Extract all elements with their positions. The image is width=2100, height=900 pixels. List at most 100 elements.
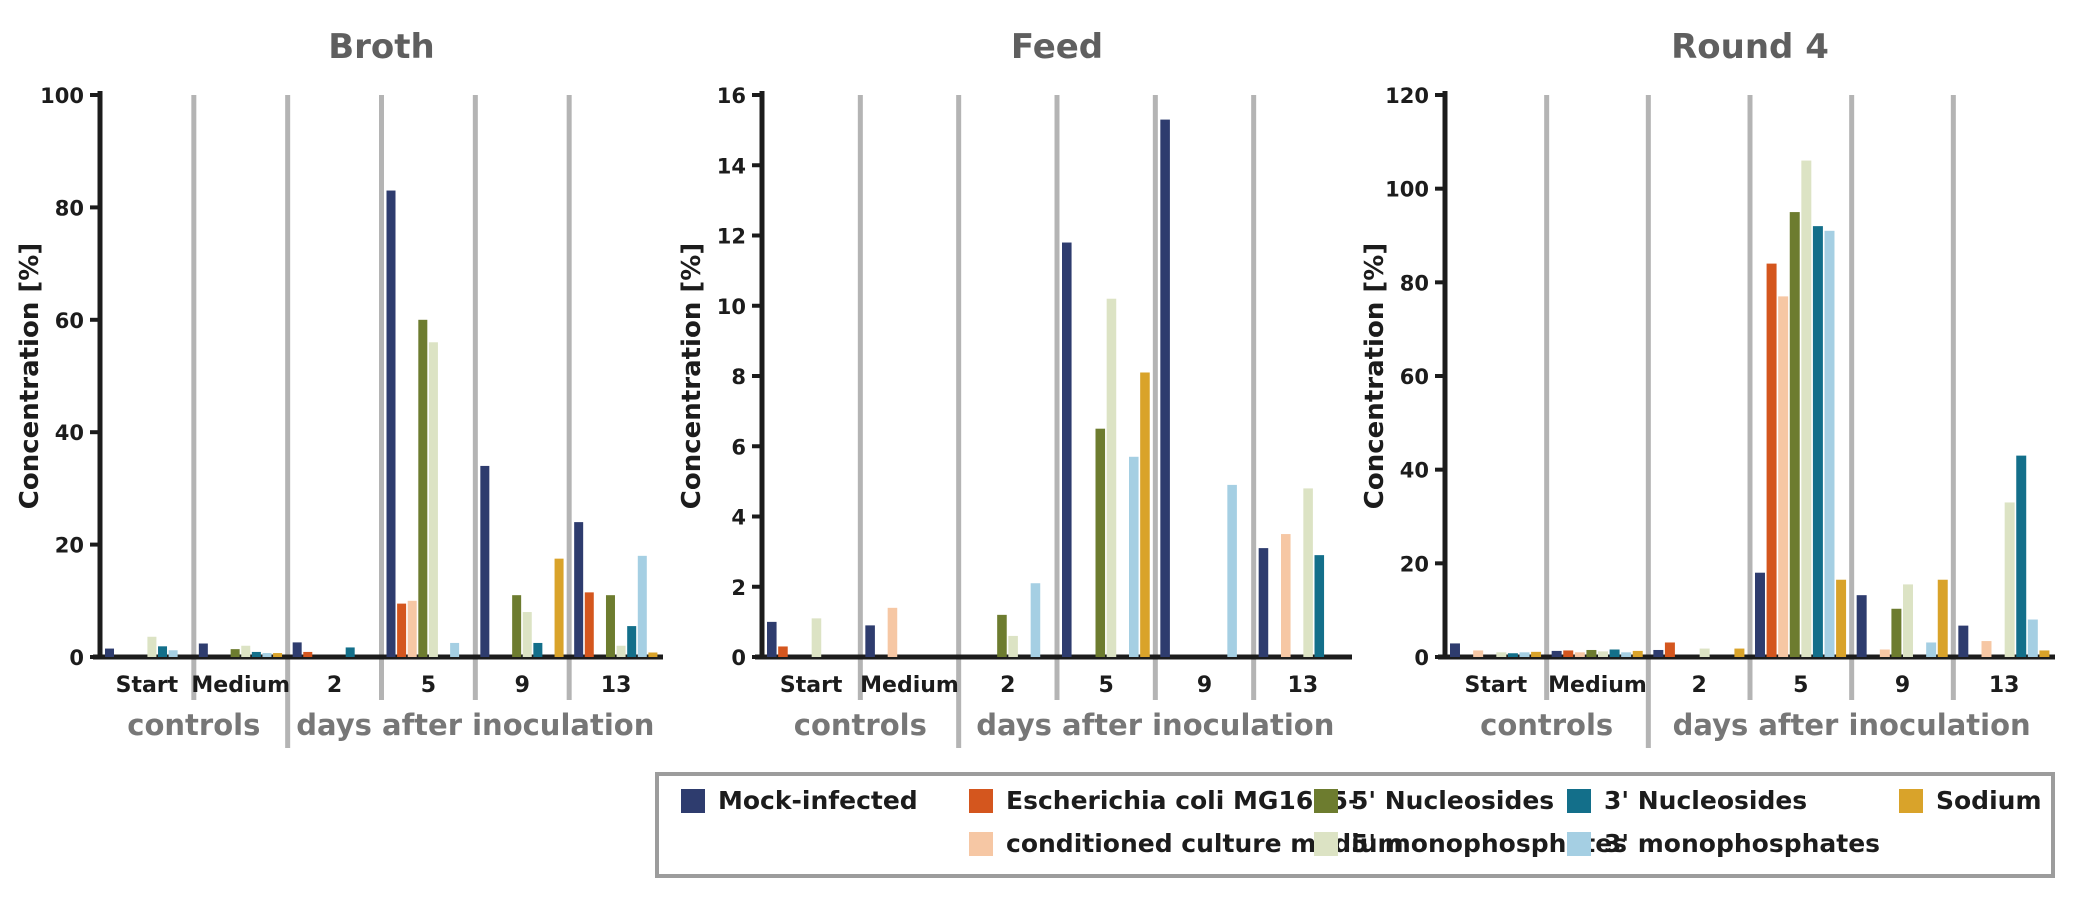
y-tick-label: 100 bbox=[1385, 178, 1429, 202]
category-label: 13 bbox=[1989, 673, 2020, 698]
bar bbox=[1609, 649, 1620, 657]
bar bbox=[1699, 648, 1710, 657]
bar bbox=[1303, 488, 1313, 657]
bar bbox=[198, 643, 208, 657]
category-label: 5 bbox=[1793, 673, 1808, 698]
bar bbox=[1281, 534, 1291, 657]
category-group-label: days after inoculation bbox=[296, 708, 654, 742]
y-tick-label: 60 bbox=[55, 309, 84, 333]
chart-panel: Broth Concentration [%] 0 20 40 60 80 100 Start M… bbox=[15, 27, 663, 748]
category-label: 5 bbox=[1099, 673, 1114, 698]
y-axis-label: Concentration [%] bbox=[677, 243, 707, 509]
bar bbox=[1664, 642, 1675, 657]
bar bbox=[1856, 595, 1867, 657]
legend-label: 3' Nucleosides bbox=[1604, 786, 1808, 815]
bar bbox=[1008, 635, 1018, 657]
bar bbox=[1981, 641, 1992, 657]
bar bbox=[1789, 212, 1800, 658]
category-label: Medium bbox=[1548, 673, 1647, 698]
bar bbox=[1563, 650, 1574, 657]
bar bbox=[168, 650, 178, 657]
bar bbox=[1621, 652, 1632, 657]
legend: Mock-infected Escherichia coli MG1655- con… bbox=[655, 772, 2055, 878]
y-tick-label: 0 bbox=[1414, 646, 1429, 670]
y-tick-label: 0 bbox=[69, 646, 84, 670]
y-axis-label: Concentration [%] bbox=[1360, 243, 1390, 509]
bar bbox=[1812, 226, 1823, 657]
y-tick-label: 14 bbox=[717, 154, 746, 178]
bar bbox=[1598, 651, 1608, 657]
legend-item: Escherichia coli MG1655- bbox=[969, 788, 1358, 813]
bar bbox=[1258, 548, 1269, 657]
bar bbox=[1574, 652, 1585, 657]
bar bbox=[1314, 555, 1325, 657]
y-tick-label: 2 bbox=[731, 576, 746, 600]
legend-label: Mock-infected bbox=[718, 786, 918, 815]
category-label: 9 bbox=[1197, 673, 1212, 698]
bar bbox=[292, 642, 302, 657]
bar bbox=[1473, 650, 1484, 657]
legend-item: 3' Nucleosides bbox=[1567, 788, 1807, 813]
legend-label: Escherichia coli MG1655- bbox=[1006, 786, 1359, 815]
y-tick-label: 20 bbox=[55, 534, 84, 558]
bar bbox=[1129, 456, 1139, 657]
bar bbox=[2016, 455, 2027, 657]
category-label: Medium bbox=[191, 673, 290, 698]
category-group-label: days after inoculation bbox=[976, 708, 1334, 742]
chart-panel: Feed Concentration [%] 0 2 4 6 8 10 12 14 16 Start M… bbox=[677, 27, 1352, 748]
bar bbox=[386, 190, 396, 658]
bar bbox=[1496, 652, 1507, 657]
bar bbox=[1836, 579, 1847, 657]
bar bbox=[480, 465, 490, 657]
y-tick-label: 12 bbox=[717, 225, 746, 249]
bar bbox=[1507, 653, 1518, 657]
bar bbox=[1519, 652, 1530, 657]
y-tick-label: 20 bbox=[1400, 552, 1429, 576]
bar bbox=[778, 646, 788, 657]
legend-swatch bbox=[681, 788, 705, 813]
bar bbox=[584, 592, 594, 657]
category-label: 13 bbox=[601, 673, 632, 698]
panel-title: Broth bbox=[328, 27, 435, 67]
bar bbox=[1140, 372, 1150, 657]
panel-title: Round 4 bbox=[1671, 27, 1829, 67]
y-tick-label: 120 bbox=[1385, 84, 1429, 108]
bar bbox=[105, 648, 115, 657]
legend-swatch bbox=[969, 788, 993, 813]
bar bbox=[251, 651, 261, 657]
bar bbox=[397, 603, 407, 657]
legend-swatch bbox=[1899, 788, 1923, 813]
category-label: 2 bbox=[1692, 673, 1707, 698]
bar bbox=[1030, 583, 1041, 657]
bar bbox=[1586, 649, 1597, 657]
bar bbox=[1879, 649, 1890, 657]
bar bbox=[522, 612, 532, 657]
y-tick-label: 4 bbox=[731, 506, 746, 530]
bar bbox=[230, 649, 240, 657]
category-label: 5 bbox=[421, 673, 436, 698]
bar bbox=[303, 651, 313, 657]
category-group-label: controls bbox=[794, 708, 927, 742]
y-tick-label: 8 bbox=[731, 365, 746, 389]
category-label: Start bbox=[1465, 673, 1528, 698]
bar bbox=[1891, 608, 1902, 657]
bar bbox=[1095, 428, 1106, 657]
y-tick-label: 10 bbox=[717, 295, 746, 319]
bar bbox=[1653, 649, 1664, 657]
bar bbox=[1778, 296, 1789, 657]
legend-swatch bbox=[1314, 788, 1338, 813]
y-tick-label: 40 bbox=[1400, 459, 1429, 483]
legend-swatch bbox=[1567, 788, 1591, 813]
y-tick-label: 80 bbox=[1400, 271, 1429, 295]
legend-item: 3' monophosphates bbox=[1567, 831, 1880, 856]
bar bbox=[2004, 502, 2015, 657]
bar bbox=[2027, 619, 2038, 657]
legend-label: Sodium bbox=[1936, 786, 2042, 815]
bar bbox=[1937, 579, 1948, 657]
panel-title: Feed bbox=[1011, 27, 1103, 67]
y-tick-label: 80 bbox=[55, 196, 84, 220]
category-label: 2 bbox=[327, 673, 342, 698]
bar bbox=[554, 558, 564, 657]
